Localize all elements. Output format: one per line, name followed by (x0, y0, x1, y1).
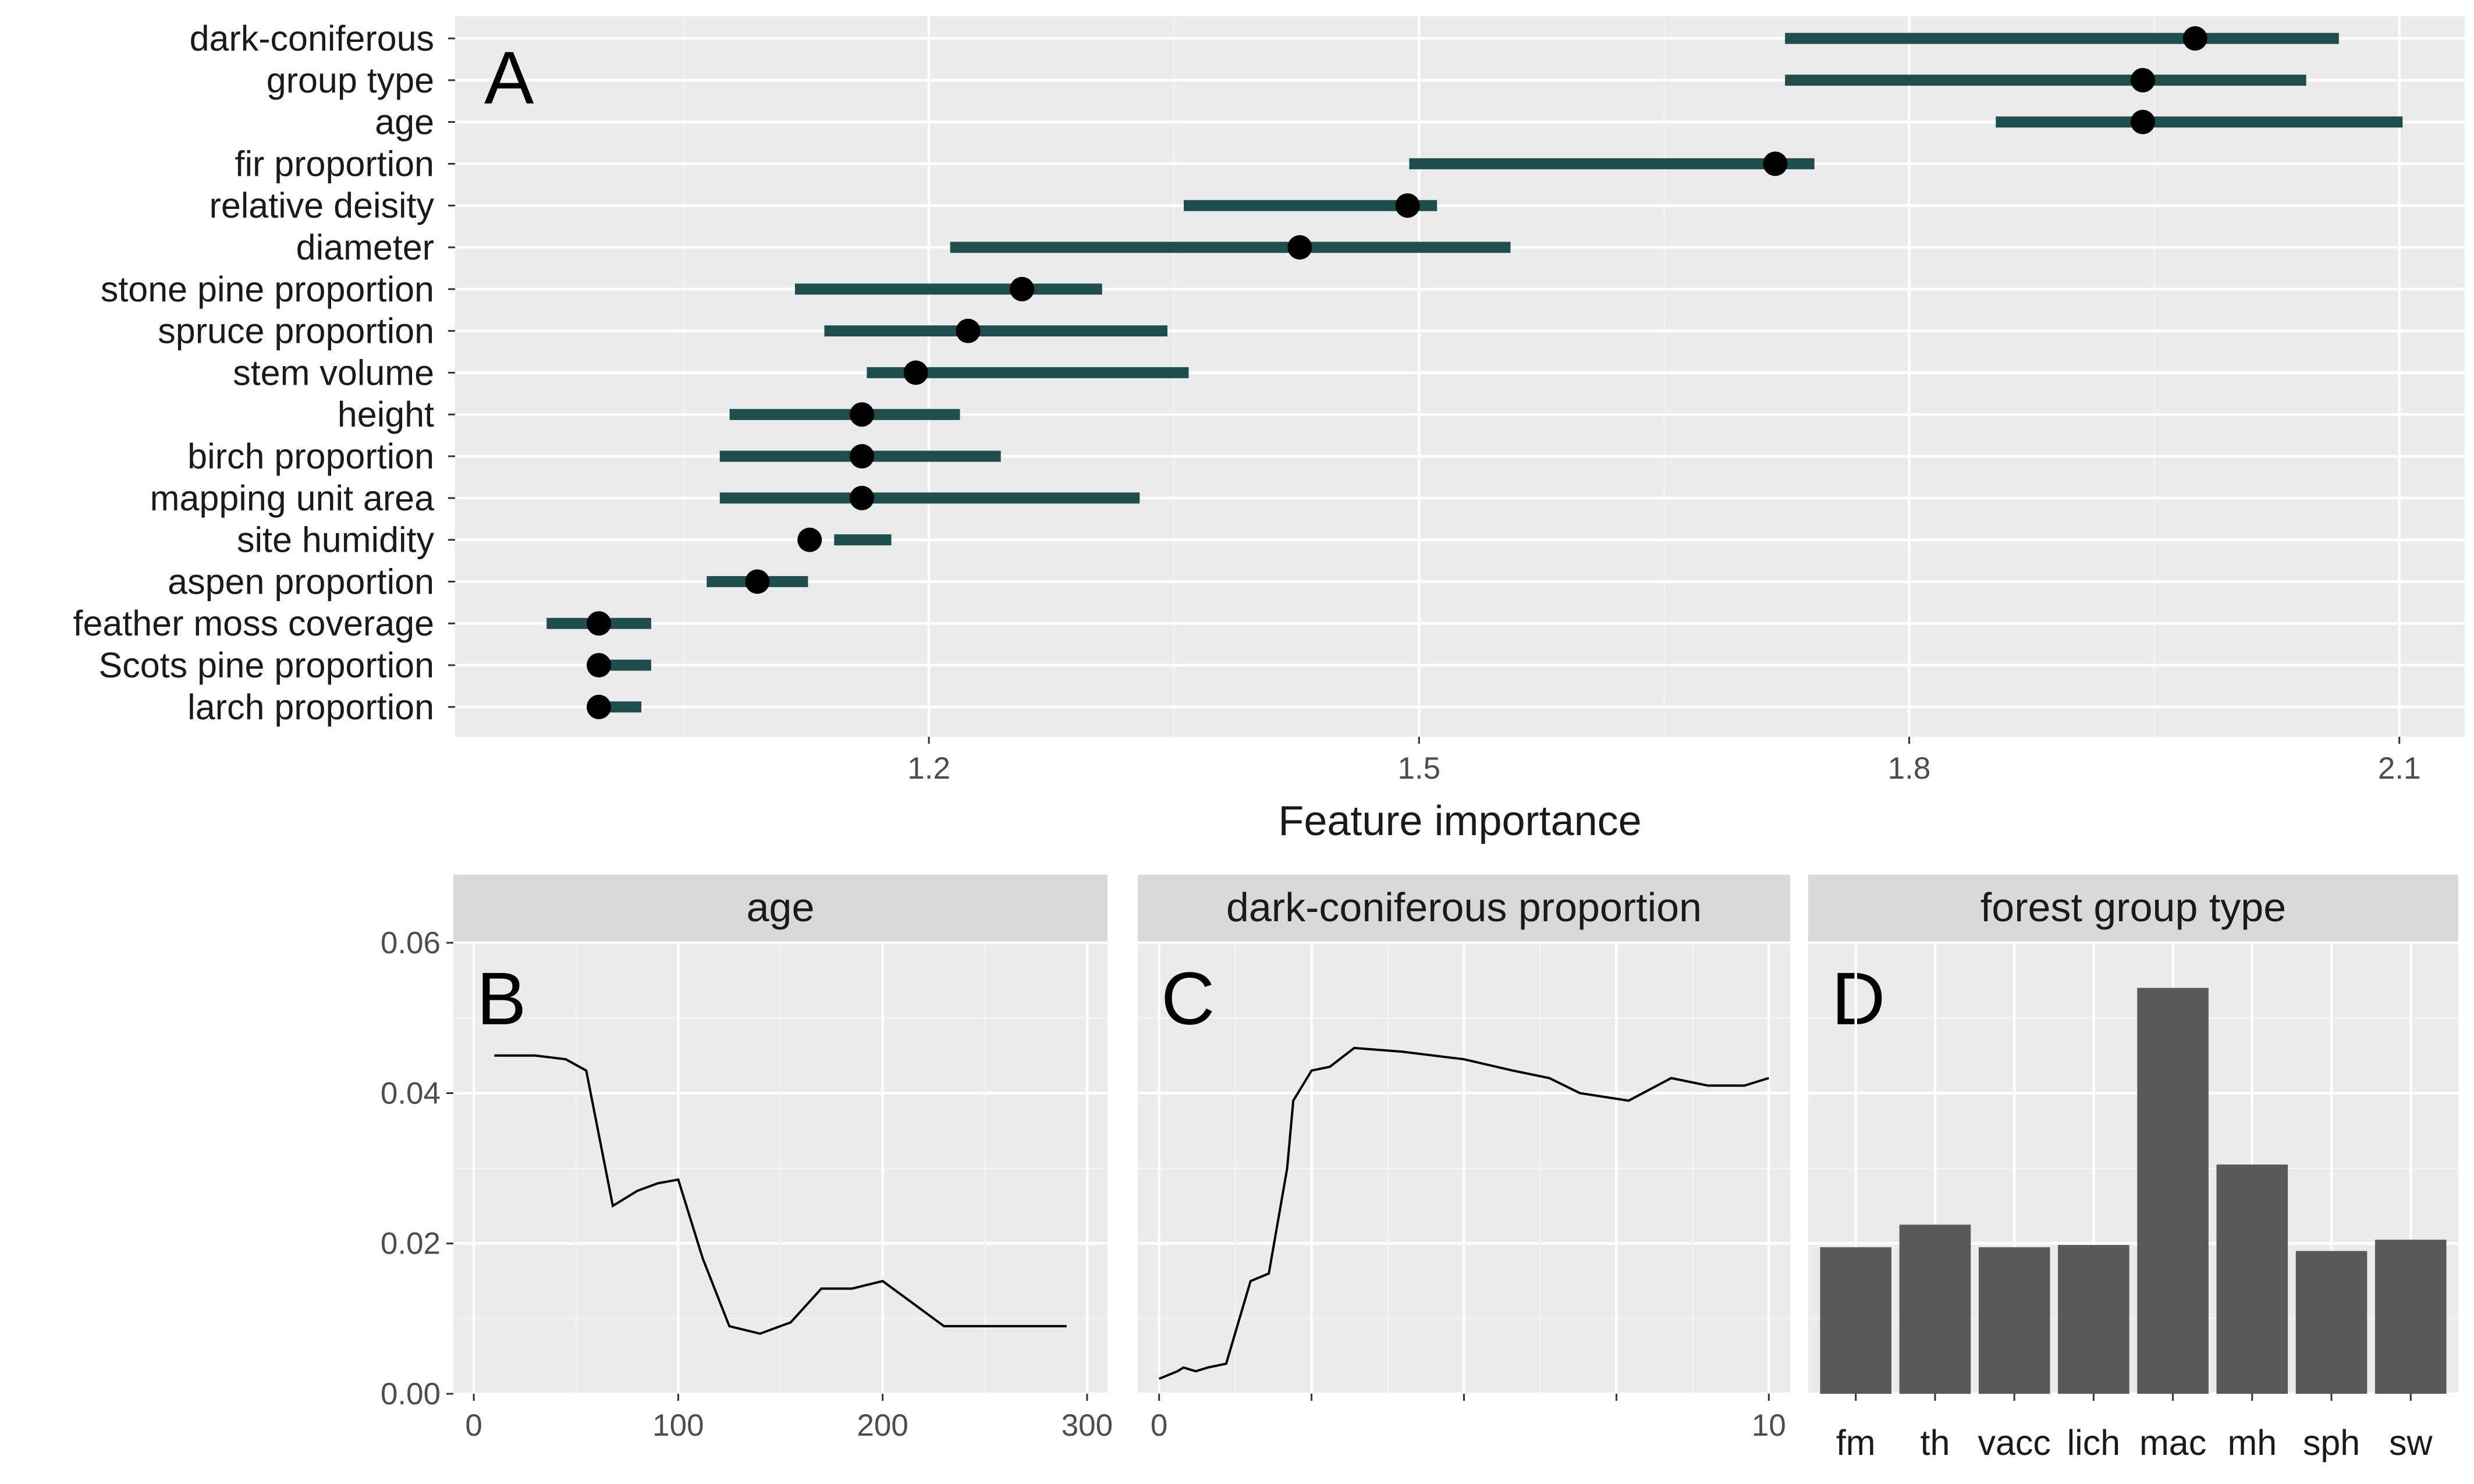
panel-b-y-tick-label: 0.00 (381, 1377, 441, 1411)
category-label: dark-coniferous (190, 19, 434, 58)
panel-d-category-label: lich (2067, 1423, 2121, 1462)
category-label: stone pine proportion (101, 269, 434, 309)
bar-vacc (1978, 1247, 2050, 1394)
bar-sw (2374, 1240, 2447, 1394)
estimate-point (587, 611, 612, 636)
category-label: age (375, 102, 434, 142)
panel-a-x-tick-label: 1.2 (907, 751, 950, 786)
estimate-point (2182, 26, 2207, 51)
category-label: birch proportion (187, 436, 434, 476)
category-label: height (338, 395, 434, 434)
panel-c-x-tick-label: 0 (1151, 1408, 1167, 1443)
panel-b-strip (453, 875, 1108, 942)
panel-d-letter: D (1831, 957, 1885, 1041)
estimate-point (587, 653, 612, 677)
estimate-point (1287, 235, 1312, 260)
bar-th (1899, 1224, 1971, 1394)
category-label: group type (267, 61, 434, 100)
panel-a-letter: A (484, 37, 534, 120)
panel-b-y-tick-label: 0.06 (381, 926, 441, 960)
bar-lich (2058, 1245, 2129, 1394)
category-label: spruce proportion (158, 311, 434, 351)
estimate-point (850, 485, 875, 510)
panel-a-x-tick-label: 2.1 (2378, 751, 2421, 786)
panel-b-x-tick-label: 200 (857, 1408, 908, 1443)
panel-b-y-tick-label: 0.04 (381, 1076, 441, 1110)
bar-fm (1820, 1247, 1892, 1394)
bar-mh (2216, 1165, 2288, 1394)
panel-d-category-label: th (1921, 1423, 1950, 1462)
panel-d-strip-title: forest group type (1980, 885, 2286, 930)
panel-d-strip (1808, 875, 2458, 942)
estimate-point (587, 694, 612, 719)
estimate-point (1010, 276, 1035, 301)
panel-c-strip-title: dark-coniferous proportion (1226, 885, 1702, 930)
panel-d: forest group type Dfm th vacc lich mac mh sph sw (1808, 875, 2458, 1462)
panel-a-x-tick-label: 1.5 (1397, 751, 1440, 786)
estimate-point (1763, 151, 1788, 176)
panel-b-y-tick-label: 0.02 (381, 1227, 441, 1261)
category-label: larch proportion (187, 687, 434, 727)
category-label: relative deisity (210, 186, 435, 225)
panel-a-x-axis-title: Feature importance (1278, 798, 1641, 844)
category-label: site humidity (237, 520, 435, 560)
estimate-point (2130, 109, 2155, 134)
estimate-point (1395, 193, 1420, 218)
category-label: stem volume (233, 353, 434, 392)
category-label: diameter (296, 228, 434, 267)
estimate-point (745, 569, 770, 594)
partial-dependence-line-age (494, 1054, 1067, 1335)
category-label: mapping unit area (150, 478, 434, 518)
panel-d-category-label: mh (2227, 1423, 2277, 1462)
panel-b-x-tick-label: 300 (1062, 1408, 1113, 1443)
bar-mac (2137, 988, 2209, 1394)
panel-b-letter: B (477, 957, 526, 1041)
panel-d-category-label: sph (2303, 1423, 2360, 1462)
panel-b-x-tick-label: 100 (652, 1408, 704, 1443)
estimate-point (850, 444, 875, 468)
estimate-point (2130, 68, 2155, 93)
panel-d-category-label: mac (2139, 1423, 2206, 1462)
panel-b-x-tick-label: 0 (465, 1408, 482, 1443)
category-label: Scots pine proportion (99, 645, 434, 685)
estimate-point (903, 360, 928, 385)
panel-b-strip-title: age (747, 885, 815, 930)
partial-dependence-line-dark-coniferous (1158, 1046, 1769, 1380)
bar-sph (2295, 1251, 2367, 1394)
panel-c-letter: C (1161, 957, 1215, 1041)
panel-b: age B 0 100 200 300 0.00 0.02 0.04 0.06 (381, 875, 1113, 1443)
estimate-point (850, 402, 875, 427)
panel-d-category-label: fm (1836, 1423, 1876, 1462)
category-label: fir proportion (235, 144, 434, 183)
category-label: feather moss coverage (73, 603, 434, 643)
panel-c-x-tick-label: 10 (1752, 1408, 1786, 1443)
category-label: aspen proportion (168, 562, 434, 601)
estimate-point (956, 318, 981, 343)
estimate-point (797, 527, 822, 552)
panel-c-strip (1138, 875, 1790, 942)
panel-a-background (455, 16, 2465, 737)
panel-a-x-tick-label: 1.8 (1888, 751, 1931, 786)
panel-d-category-label: sw (2389, 1423, 2433, 1462)
panel-d-category-label: vacc (1978, 1423, 2050, 1462)
